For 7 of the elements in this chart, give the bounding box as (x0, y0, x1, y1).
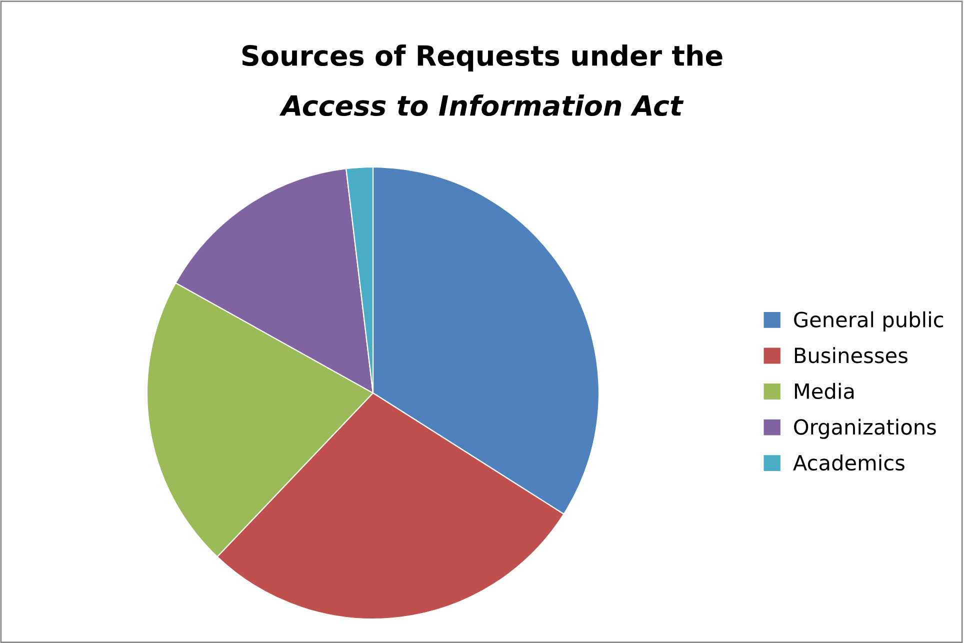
legend-label: Media (794, 382, 854, 400)
chart-title: Sources of Requests under the (242, 44, 722, 72)
legend-label: General public (794, 311, 944, 332)
chart-subtitle: Access to Information Act (279, 94, 684, 116)
legend-label: Academics (793, 454, 904, 471)
legend-label: Businesses (794, 347, 908, 364)
legend-label: Organizations (794, 418, 936, 439)
